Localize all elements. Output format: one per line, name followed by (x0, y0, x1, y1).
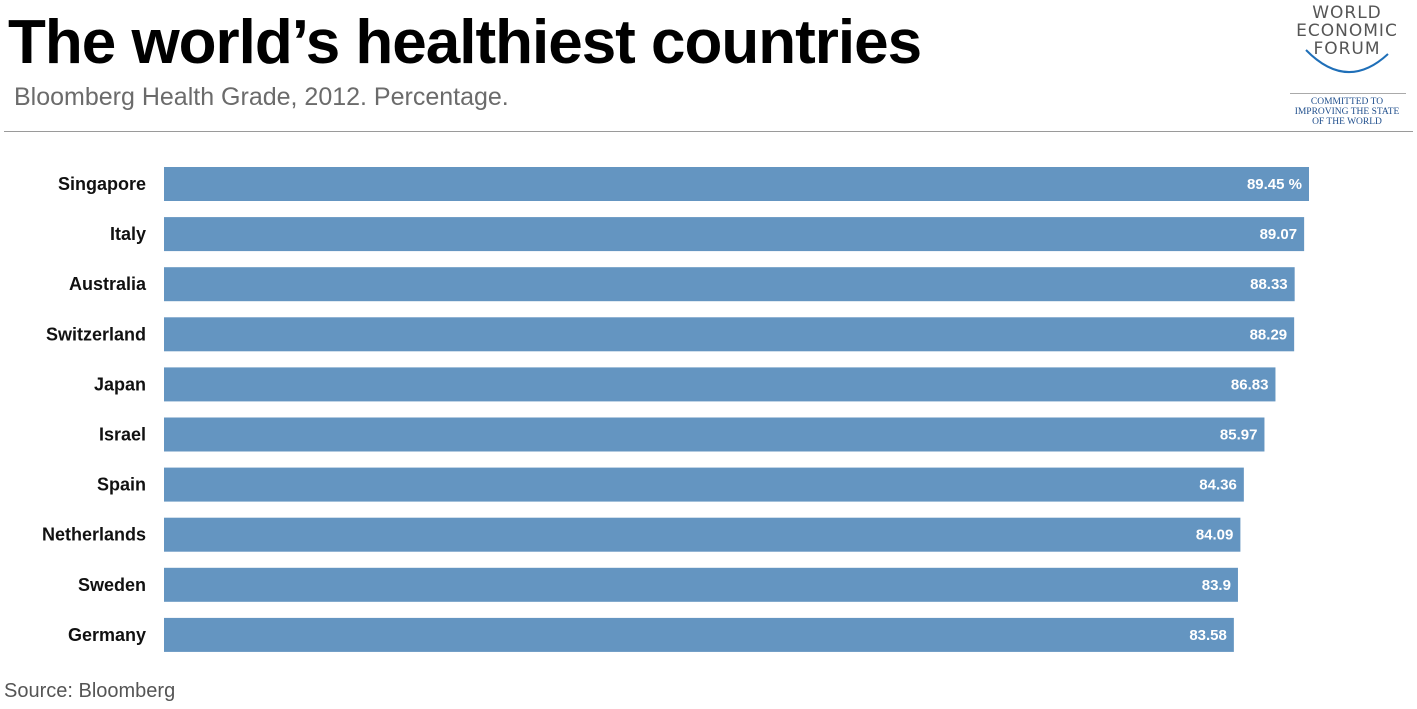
logo-tagline: COMMITTED TO IMPROVING THE STATE OF THE … (1282, 97, 1412, 127)
header-divider (4, 131, 1413, 132)
source-note: Source: Bloomberg (4, 680, 176, 702)
wef-logo: WORLD ECONOMIC FORUM COMMITTED TO IMPROV… (1282, 4, 1412, 128)
value-label: 88.33 (1250, 276, 1288, 293)
category-label: Spain (97, 475, 146, 495)
logo-tagline-1: COMMITTED TO (1310, 97, 1384, 107)
category-label: Australia (69, 274, 147, 294)
bar (164, 217, 1305, 252)
logo-line-forum: FORUM (1313, 39, 1381, 59)
bar (164, 617, 1234, 652)
logo-line-economic: ECONOMIC (1296, 21, 1398, 41)
value-label: 85.97 (1220, 427, 1258, 444)
value-label: 84.36 (1199, 477, 1237, 494)
logo-divider (1290, 93, 1406, 94)
logo-arc-icon (1305, 49, 1389, 74)
category-label: Singapore (58, 174, 146, 194)
bar-chart: Singapore 89.45 % Italy 89.07 Australia 88.33… (42, 167, 1309, 652)
logo-tagline-2: IMPROVING THE STATE (1294, 107, 1400, 117)
chart-subtitle: Bloomberg Health Grade, 2012. Percentage… (14, 83, 509, 111)
category-label: Sweden (78, 575, 146, 595)
value-label: 88.29 (1250, 326, 1288, 343)
bar (164, 167, 1309, 201)
chart-title: The world’s healthiest countries (8, 8, 922, 77)
value-label: 89.45 % (1247, 176, 1302, 193)
category-label: Netherlands (42, 525, 146, 545)
value-label: 83.58 (1189, 627, 1227, 644)
bar (164, 267, 1295, 302)
logo-line-world: WORLD (1312, 3, 1382, 23)
category-label: Japan (94, 374, 146, 394)
category-label: Germany (68, 625, 146, 645)
bar (164, 317, 1295, 352)
bar (164, 367, 1276, 402)
value-label: 86.83 (1231, 376, 1269, 393)
bar (164, 417, 1265, 452)
value-label: 84.09 (1196, 527, 1234, 544)
logo-wordmark: WORLD ECONOMIC FORUM (1282, 4, 1412, 58)
logo-tagline-3: OF THE WORLD (1312, 117, 1382, 127)
category-label: Israel (99, 425, 146, 445)
bar (164, 567, 1238, 602)
value-label: 89.07 (1260, 226, 1298, 243)
bar (164, 467, 1244, 502)
category-label: Switzerland (46, 324, 146, 344)
category-label: Italy (110, 224, 146, 244)
value-label: 83.9 (1202, 577, 1231, 594)
bar (164, 517, 1241, 552)
